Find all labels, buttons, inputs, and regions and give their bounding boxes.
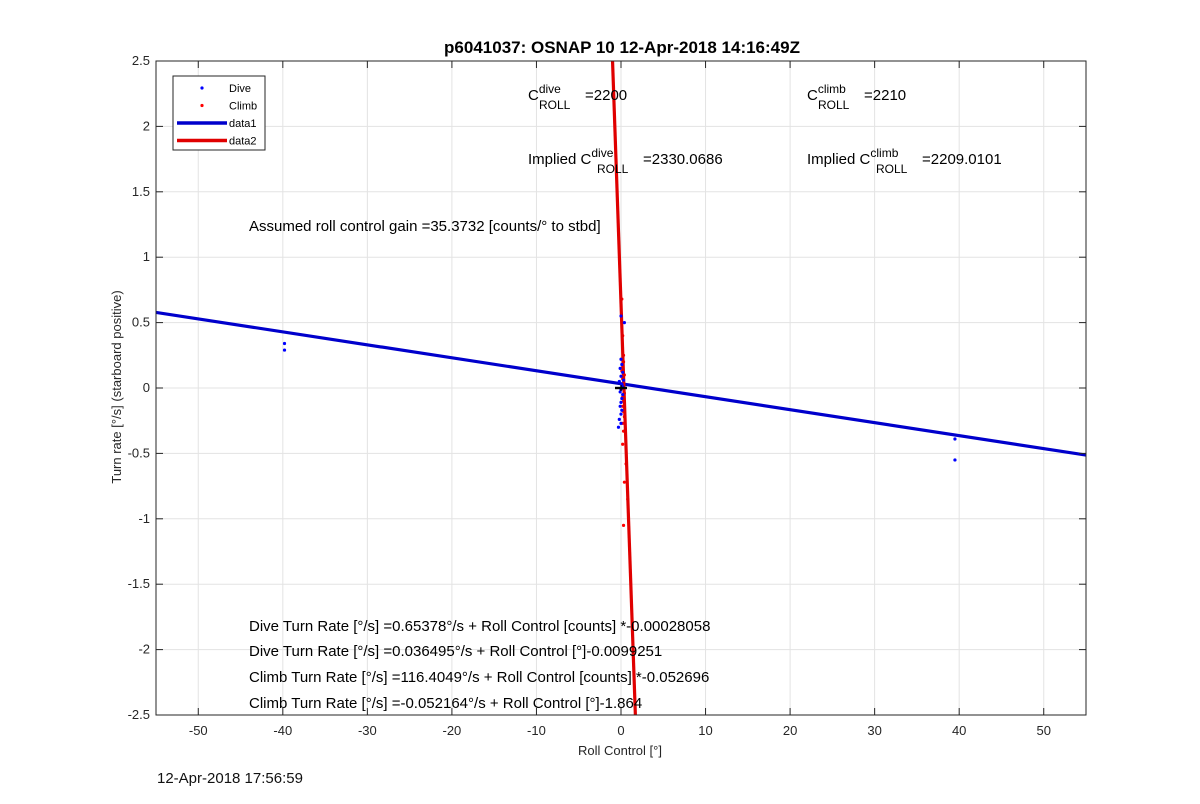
dive-point: [616, 425, 621, 429]
dive-point: [619, 314, 623, 318]
x-tick-label: -40: [273, 723, 292, 738]
y-tick-label: -0.5: [128, 445, 150, 460]
dive-point: [619, 374, 623, 378]
dive-point: [619, 412, 623, 416]
annotation-subscript: ROLL: [818, 98, 850, 112]
annotation-subscript: ROLL: [876, 162, 908, 176]
annotation-eq2: Dive Turn Rate [°/s] =0.036495°/s + Roll…: [249, 643, 662, 660]
legend: Dive Climb data1 data2: [172, 75, 266, 151]
annotation-value: =2210: [864, 87, 906, 104]
annotation-impl_dive: Implied Cdive ROLL =2330.0686: [528, 146, 723, 176]
annotation-impl_climb: Implied Cclimb ROLL =2209.0101: [807, 146, 1002, 176]
x-tick-label: 40: [952, 723, 966, 738]
dive-point: [619, 357, 623, 361]
dive-point: [953, 437, 957, 441]
dive-point: [953, 458, 957, 462]
x-tick-label: -30: [358, 723, 377, 738]
dive-point: [620, 382, 624, 386]
series-layer: [156, 61, 1086, 715]
x-tick-label: 10: [698, 723, 712, 738]
y-tick-label: -2: [138, 642, 150, 657]
annotation-superscript: climb: [870, 146, 898, 160]
annotation-cclimb: Cclimb ROLL =2210: [807, 82, 906, 112]
annotation-superscript: dive: [591, 146, 613, 160]
annotation-value: =2330.0686: [643, 151, 723, 168]
legend-label: data2: [229, 136, 257, 148]
y-tick-label: 2: [143, 118, 150, 133]
x-tick-label: -20: [443, 723, 462, 738]
annotations: Cdive ROLL =2200 Cclimb ROLL =2210 Implied Cdi…: [249, 82, 1002, 712]
x-axis-label: Roll Control [°]: [578, 743, 662, 758]
x-tick-label: -10: [527, 723, 546, 738]
annotation-cdive: Cdive ROLL =2200: [528, 82, 627, 112]
dive-point: [620, 396, 624, 401]
legend-label: Dive: [229, 83, 251, 95]
annotation-subscript: ROLL: [539, 98, 571, 112]
dive-point: [619, 421, 623, 425]
dive-point: [618, 404, 622, 408]
dive-point: [618, 390, 622, 394]
legend-box: [172, 75, 266, 151]
x-tick-label: 50: [1036, 723, 1050, 738]
annotation-subscript: ROLL: [597, 162, 629, 176]
x-tick-label: 0: [617, 723, 624, 738]
annotation-eq1: Dive Turn Rate [°/s] =0.65378°/s + Roll …: [249, 618, 710, 635]
y-tick-label: 0: [143, 380, 150, 395]
x-tick-label: 20: [783, 723, 797, 738]
y-tick-label: 2.5: [132, 53, 150, 68]
y-axis-label: Turn rate [°/s] (starboard positive): [109, 290, 124, 483]
annotation-gain: Assumed roll control gain =35.3732 [coun…: [249, 218, 601, 235]
dive-point: [282, 341, 287, 346]
dive-point: [620, 408, 624, 412]
legend-label: data1: [229, 118, 257, 130]
dive-point: [621, 378, 626, 382]
annotation-value: =2209.0101: [922, 151, 1002, 168]
climb-point: [621, 523, 626, 527]
chart-title: p6041037: OSNAP 10 12-Apr-2018 14:16:49Z: [444, 38, 800, 57]
y-tick-label: -1.5: [128, 576, 150, 591]
annotation-prefix: Implied: [807, 151, 860, 168]
annotation-symbol: C: [807, 87, 818, 104]
dive-point: [621, 370, 625, 374]
axis-ticks: -50 -40 -30 -20 -10 0 10 20 30 40 50-2.5-2-1.5-1-0…: [128, 53, 1086, 738]
annotation-eq3: Climb Turn Rate [°/s] =116.4049°/s + Rol…: [249, 669, 709, 686]
y-tick-label: 0.5: [132, 315, 150, 330]
dive-point: [622, 321, 626, 325]
dive-point: [621, 392, 625, 397]
y-tick-label: 1.5: [132, 184, 150, 199]
dive-point: [620, 362, 624, 367]
legend-label: Climb: [229, 101, 257, 113]
y-tick-label: -1: [138, 511, 150, 526]
x-tick-label: 30: [867, 723, 881, 738]
dive-point: [617, 417, 621, 421]
y-tick-label: -2.5: [128, 707, 150, 722]
footer-timestamp: 12-Apr-2018 17:56:59: [157, 770, 303, 787]
x-tick-label: -50: [189, 723, 208, 738]
annotation-prefix: Implied: [528, 151, 581, 168]
annotation-symbol: C: [860, 151, 871, 168]
legend-marker-dive: [200, 86, 204, 90]
annotation-value: =2200: [585, 87, 627, 104]
data-series: [156, 61, 1086, 715]
dive-point: [618, 366, 622, 370]
annotation-eq4: Climb Turn Rate [°/s] =-0.052164°/s + Ro…: [249, 695, 642, 712]
dive-point: [619, 400, 623, 404]
legend-marker-climb: [200, 103, 204, 108]
y-tick-label: 1: [143, 249, 150, 264]
annotation-superscript: climb: [818, 82, 846, 96]
climb-point: [622, 480, 626, 484]
climb-point: [621, 442, 625, 446]
annotation-symbol: C: [581, 151, 592, 168]
dive-point: [617, 379, 621, 384]
dive-point: [282, 348, 287, 352]
annotation-symbol: C: [528, 87, 539, 104]
annotation-superscript: dive: [539, 82, 561, 96]
